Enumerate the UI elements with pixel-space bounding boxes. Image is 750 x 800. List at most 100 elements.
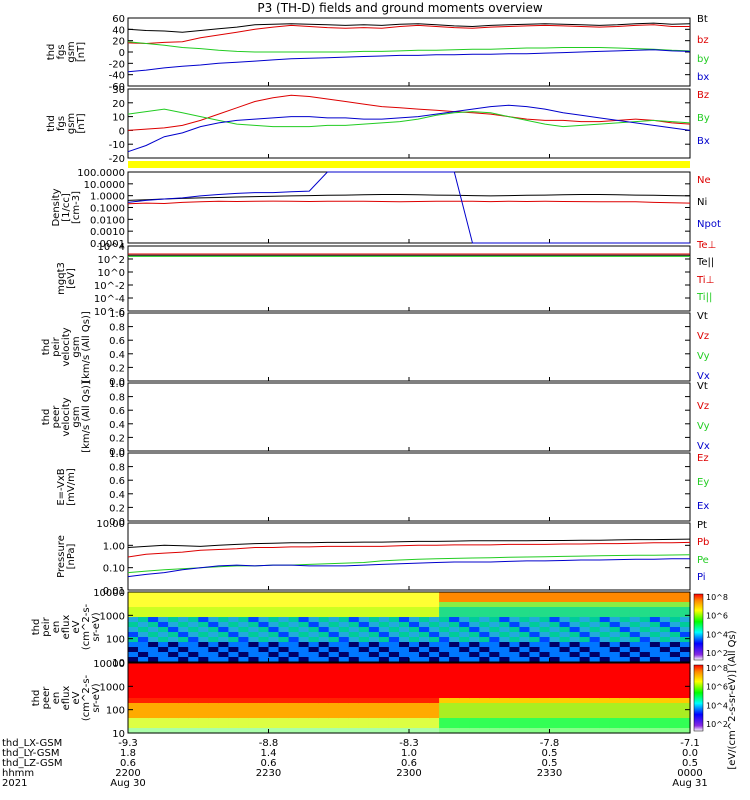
legend-ti||: Ti|| <box>696 292 712 303</box>
x-axis-value: 2230 <box>256 768 281 779</box>
colorbar-tick-label: 10^6 <box>706 612 728 621</box>
y-axis-label-line: peer <box>51 405 62 429</box>
x-axis-value: 0000 <box>677 768 702 779</box>
x-axis-value: 0.0 <box>682 748 698 759</box>
y-tick-label: 10^-6 <box>94 307 125 318</box>
legend-ne: Ne <box>697 175 711 186</box>
y-axis-label-line: velocity <box>61 397 72 436</box>
y-tick-label: 0.10 <box>103 564 125 575</box>
y-tick-label: 0.8 <box>109 323 125 334</box>
y-tick-label: 10 <box>112 658 125 669</box>
y-axis-label-line: velocity <box>61 327 72 366</box>
y-axis-label-line: sr-eV) <box>91 612 102 641</box>
y-axis-label: mgqt3 [eV] <box>56 262 77 295</box>
x-axis-value: 2200 <box>115 768 140 779</box>
y-tick-label: 0.6 <box>109 406 125 417</box>
y-axis-label-line: fgs <box>56 44 67 59</box>
x-axis-value: 0.6 <box>261 758 277 769</box>
legend-bt: Bt <box>697 14 708 25</box>
y-tick-label: 0.2 <box>109 433 125 444</box>
y-axis-label-line: en <box>51 692 62 705</box>
panel-peer-eflux: 10^8 10^6 10^4 10^2 10000 1000 100 10 thd peer en e… <box>31 659 728 740</box>
x-axis-row-label: thd_LZ-GSM <box>2 758 63 769</box>
y-tick-label: 10.0000 <box>84 180 125 191</box>
panel-frame <box>127 522 691 591</box>
legend-bx: bx <box>697 72 709 83</box>
colorbar-tick-label: 10^2 <box>706 649 728 658</box>
y-axis-label-line: [nPa] <box>66 543 77 569</box>
y-tick-label: 30 <box>112 85 125 96</box>
panel-fgs-gsm-B: 30 20 10 0 -10 -20 thd fgs gsm [nT] Bz By Bx <box>46 85 710 165</box>
colorbar-tick-label: 10^6 <box>706 683 728 692</box>
y-axis-label-line: thd <box>41 339 52 356</box>
y-axis-label-line: gsm <box>66 113 77 134</box>
legend-te⊥: Te⊥ <box>696 240 716 251</box>
legend-by: by <box>697 54 709 65</box>
y-tick-label: -10 <box>109 140 125 151</box>
series-line-bt <box>127 22 691 33</box>
legend-vy: Vy <box>697 421 710 432</box>
legend-pe: Pe <box>697 555 709 566</box>
y-tick-label: 10.00 <box>96 519 125 530</box>
series-line-ni <box>127 194 691 201</box>
spectrogram-peir-eflux <box>128 592 691 663</box>
y-axis-label-line: thd <box>46 44 57 61</box>
series-line-bx <box>127 49 691 73</box>
y-axis-label-line: [mV/m] <box>66 468 77 506</box>
colorbar-tick-label: 10^8 <box>706 664 728 673</box>
y-tick-label: 0.4 <box>109 420 125 431</box>
y-axis-label-line: eflux <box>61 615 72 640</box>
x-axis-value: 0.5 <box>542 748 558 759</box>
y-tick-label: -20 <box>109 59 125 70</box>
y-tick-label: 60 <box>112 14 125 25</box>
y-tick-label: 10^2 <box>98 255 125 266</box>
x-axis-value: -7.8 <box>540 738 560 749</box>
y-tick-label: 1.0 <box>109 449 125 460</box>
y-tick-label: 10^4 <box>98 242 125 253</box>
y-tick-label: 10^0 <box>98 268 125 279</box>
y-axis-label-line: peer <box>41 686 52 710</box>
y-axis-label: thd peir en eflux eV (cm^2-s-sr-eV) <box>31 603 102 650</box>
y-tick-label: 20 <box>112 37 125 48</box>
y-axis-label-line: fgs <box>56 116 67 131</box>
colorbar-tick-label: 10^2 <box>706 720 728 729</box>
y-tick-label: 20 <box>112 99 125 110</box>
colorbar-tick-label: 10^8 <box>706 593 728 602</box>
y-tick-label: 0.0010 <box>90 227 125 238</box>
series-line-pt <box>127 538 691 548</box>
x-axis-value: 1.8 <box>120 748 136 759</box>
y-axis-label-line: thd <box>31 619 42 636</box>
y-tick-label: -40 <box>109 71 125 82</box>
y-axis-label-line: [nT] <box>76 42 87 62</box>
y-tick-label: -60 <box>109 82 125 93</box>
y-tick-label: 1.0 <box>109 379 125 390</box>
series-line-bz <box>127 94 691 131</box>
page-title: P3 (TH-D) fields and ground moments over… <box>257 1 542 15</box>
panel-frame <box>127 312 691 382</box>
y-axis-label-line: gsm <box>71 406 82 427</box>
x-axis-value: 0.6 <box>401 758 417 769</box>
panel-peir-eflux: 10^8 10^6 10^4 10^2 10000 1000 100 10 thd peir en e… <box>31 588 728 669</box>
y-tick-label: 0 <box>119 126 125 137</box>
y-tick-label: 0.0 <box>109 447 125 458</box>
y-axis-label-line: eV <box>71 691 82 704</box>
x-axis-value: -9.3 <box>118 738 138 749</box>
y-tick-label: 40 <box>112 25 125 36</box>
y-tick-label: 100.0000 <box>77 168 125 179</box>
y-tick-label: 0.6 <box>109 476 125 487</box>
legend-pt: Pt <box>697 520 707 531</box>
y-axis-label-line: [km/s (All Qs)] <box>81 381 92 453</box>
legend-te||: Te|| <box>696 257 714 268</box>
y-tick-label: 1000 <box>100 682 125 693</box>
legend-vt: Vt <box>697 381 708 392</box>
y-tick-label: 0.0 <box>109 517 125 528</box>
x-axis-value: 2300 <box>396 768 421 779</box>
y-tick-label: 1.0000 <box>90 192 125 203</box>
y-tick-label: 1.00 <box>103 541 125 552</box>
y-tick-label: 1.0 <box>109 309 125 320</box>
x-axis-value: -8.8 <box>259 738 279 749</box>
colorbar-tick-label: 10^4 <box>706 630 728 639</box>
legend-vx: Vx <box>697 441 710 452</box>
y-axis-label: thd peer velocity gsm [km/s (All Qs)] <box>41 381 92 453</box>
y-tick-label: 100 <box>106 635 125 646</box>
